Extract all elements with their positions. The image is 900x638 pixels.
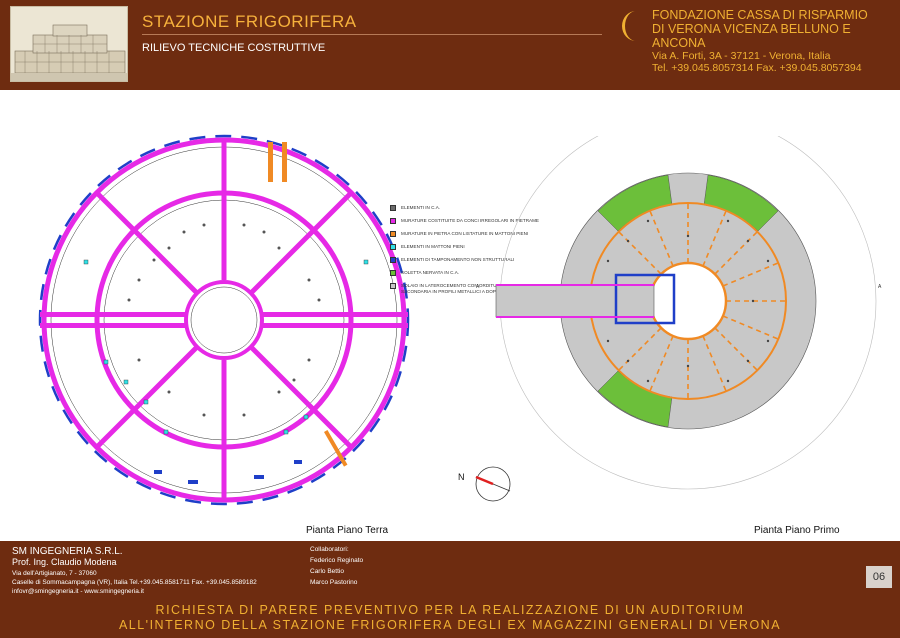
foundation-phone: Tel. +39.045.8057314 Fax. +39.045.805739… xyxy=(652,62,862,74)
ground-floor-plan xyxy=(38,134,410,506)
sheet-subtitle: RILIEVO TECNICHE COSTRUTTIVE xyxy=(142,42,326,54)
legend-item: Elementi di tamponamento non strutturali xyxy=(390,256,560,269)
project-request-title: RICHIESTA DI PARERE PREVENTIVO PER LA RE… xyxy=(0,603,900,633)
legend-item: Soletta nervata in C.A. xyxy=(390,269,560,282)
foundation-name-line1: FONDAZIONE CASSA DI RISPARMIO xyxy=(652,8,868,22)
company-name: SM INGEGNERIA S.R.L. xyxy=(12,546,123,557)
legend-swatch xyxy=(390,244,396,250)
legend-label: Elementi in C.A. xyxy=(401,205,441,210)
foundation-address: Via A. Forti, 3A - 37121 - Verona, Itali… xyxy=(652,50,831,62)
legend-item: Elementi in C.A. xyxy=(390,204,560,217)
legend-label: Elementi di tamponamento non strutturali xyxy=(401,257,515,262)
legend-swatch xyxy=(390,283,396,289)
company-lead: Prof. Ing. Claudio Modena xyxy=(12,557,117,567)
foundation-name-line2: DI VERONA VICENZA BELLUNO E ANCONA xyxy=(652,22,851,50)
legend-label: Murature costituite da conci irregolari … xyxy=(401,218,539,223)
section-marker-left: A xyxy=(476,284,480,290)
company-address-line2: Caselle di Sommacampagna (VR), Italia Te… xyxy=(12,579,257,586)
title-divider xyxy=(142,34,602,35)
collaborators-label: Collaboratori: xyxy=(310,546,349,553)
building-photo-thumbnail xyxy=(10,6,128,82)
foundation-block: FONDAZIONE CASSA DI RISPARMIO DI VERONA … xyxy=(652,8,900,74)
collaborator-name: Marco Pastorino xyxy=(310,579,358,586)
request-line1: RICHIESTA DI PARERE PREVENTIVO PER LA RE… xyxy=(155,603,745,617)
legend: Elementi in C.A. Murature costituite da … xyxy=(390,204,560,300)
footer-band: SM INGEGNERIA S.R.L. Prof. Ing. Claudio … xyxy=(0,541,900,638)
plans-area: Elementi in C.A. Murature costituite da … xyxy=(0,96,900,536)
page-number: 06 xyxy=(866,566,892,588)
legend-item: Murature costituite da conci irregolari … xyxy=(390,217,560,230)
collaborator-name: Carlo Bettio xyxy=(310,568,344,575)
first-floor-plan: A A xyxy=(476,136,882,490)
legend-swatch xyxy=(390,205,396,211)
legend-item: Elementi in mattoni pieni xyxy=(390,243,560,256)
collaborator-name: Federico Reginato xyxy=(310,557,364,564)
legend-swatch xyxy=(390,270,396,276)
legend-label: Soletta nervata in C.A. xyxy=(401,270,460,275)
legend-item: Solaio in laterocemento con orditura pri… xyxy=(390,282,560,300)
company-contacts: infovr@smingegneria.it - www.smingegneri… xyxy=(12,588,144,595)
north-label: N xyxy=(458,472,465,482)
legend-label: Elementi in mattoni pieni xyxy=(401,244,465,249)
request-line2: ALL'INTERNO DELLA STAZIONE FRIGORIFERA D… xyxy=(118,618,782,632)
legend-label: Murature in pietra con listature in matt… xyxy=(401,231,529,236)
legend-swatch xyxy=(390,257,396,263)
ground-floor-caption: Pianta Piano Terra xyxy=(306,525,389,536)
company-address-line1: Via dell'Artigianato, 7 - 37060 xyxy=(12,570,97,577)
crescent-logo-icon xyxy=(622,11,636,41)
first-floor-caption: Pianta Piano Primo xyxy=(754,525,840,536)
section-marker-right: A xyxy=(878,284,882,290)
sheet-title: STAZIONE FRIGORIFERA xyxy=(142,12,357,31)
legend-label: Solaio in laterocemento con orditura pri… xyxy=(401,283,536,294)
building-sketch xyxy=(11,7,127,81)
north-arrow-icon: N xyxy=(458,466,511,502)
legend-swatch xyxy=(390,231,396,237)
header-band: STAZIONE FRIGORIFERA RILIEVO TECNICHE CO… xyxy=(0,0,900,90)
legend-swatch xyxy=(390,218,396,224)
legend-item: Murature in pietra con listature in matt… xyxy=(390,230,560,243)
